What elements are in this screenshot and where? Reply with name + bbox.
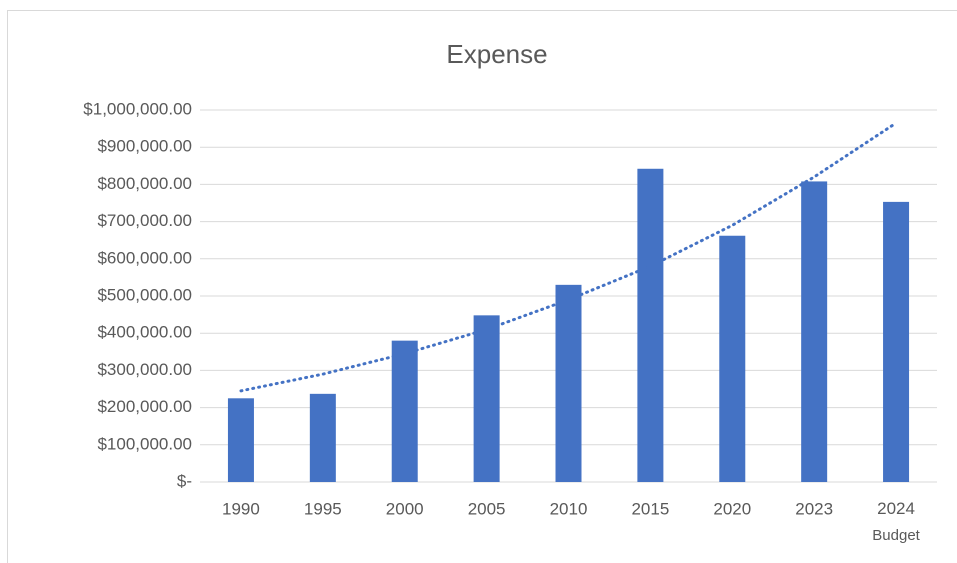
bar bbox=[227, 398, 254, 482]
y-tick-label: $400,000.00 bbox=[97, 323, 192, 342]
bar bbox=[883, 201, 910, 482]
x-tick-label: 2010 bbox=[550, 499, 588, 518]
x-tick-label: 2024 Budget bbox=[872, 499, 920, 543]
y-tick-label: $500,000.00 bbox=[97, 285, 192, 304]
bar bbox=[309, 393, 336, 482]
bar bbox=[473, 315, 500, 482]
y-tick-label: $200,000.00 bbox=[97, 397, 192, 416]
trendline bbox=[239, 121, 898, 393]
y-tick-label: $100,000.00 bbox=[97, 434, 192, 453]
y-tick-label: $- bbox=[177, 471, 192, 490]
y-tick-label: $1,000,000.00 bbox=[83, 99, 192, 118]
x-tick-label: 2015 bbox=[631, 499, 669, 518]
bar bbox=[555, 284, 582, 482]
chart-title: Expense bbox=[446, 39, 547, 69]
x-tick-label: 2000 bbox=[386, 499, 424, 518]
y-tick-label: $700,000.00 bbox=[97, 211, 192, 230]
y-tick-label: $800,000.00 bbox=[97, 174, 192, 193]
y-tick-label: $900,000.00 bbox=[97, 137, 192, 156]
y-tick-label: $600,000.00 bbox=[97, 248, 192, 267]
x-tick-label: 1990 bbox=[222, 499, 260, 518]
bar bbox=[719, 235, 746, 482]
x-tick-label: 2005 bbox=[468, 499, 506, 518]
bar bbox=[391, 340, 418, 482]
bar bbox=[801, 181, 828, 482]
x-tick-label: 2020 bbox=[713, 499, 751, 518]
y-tick-label: $300,000.00 bbox=[97, 360, 192, 379]
x-tick-label: 2023 bbox=[795, 499, 833, 518]
bar bbox=[637, 168, 664, 482]
x-tick-label: 1995 bbox=[304, 499, 342, 518]
